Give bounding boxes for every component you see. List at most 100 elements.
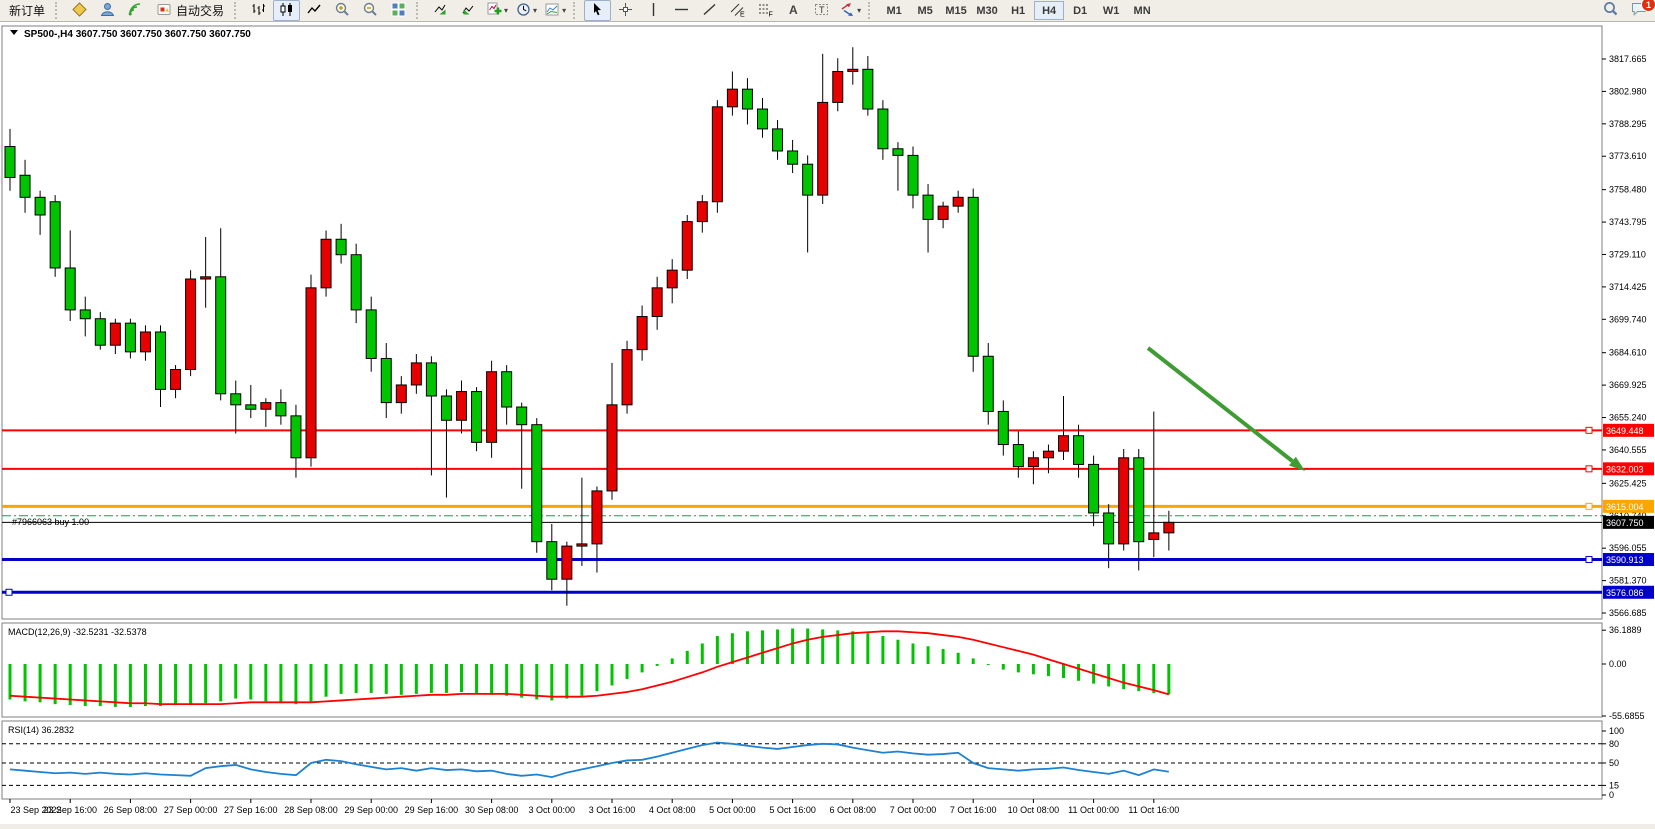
horizontal-line-icon: [673, 1, 690, 21]
chevron-down-icon: ▾: [857, 6, 862, 15]
horizontal-line-tool-button[interactable]: [668, 0, 695, 21]
vertical-line-icon: [645, 1, 662, 21]
svg-text:7 Oct 00:00: 7 Oct 00:00: [890, 805, 937, 815]
svg-text:3581.370: 3581.370: [1609, 576, 1647, 586]
svg-text:23 Sep 16:00: 23 Sep 16:00: [43, 805, 97, 815]
svg-text:11 Oct 00:00: 11 Oct 00:00: [1068, 805, 1119, 815]
fibonacci-tool-button[interactable]: F: [752, 0, 779, 21]
timeframe-mn[interactable]: MN: [1133, 4, 1151, 17]
text-a-icon: A: [785, 1, 802, 21]
text-tool-button[interactable]: A: [780, 0, 807, 21]
svg-text:15: 15: [1609, 780, 1619, 790]
svg-text:3655.240: 3655.240: [1609, 413, 1647, 423]
templates-button[interactable]: ▾: [541, 0, 569, 21]
crosshair-tool-button[interactable]: [612, 0, 639, 21]
candlestick-chart-canvas[interactable]: 3817.665 3802.980 3788.295 3773.610 3758.480…: [0, 22, 1655, 824]
svg-text:100: 100: [1609, 726, 1624, 736]
svg-text:3596.055: 3596.055: [1609, 543, 1647, 553]
trendline-tool-button[interactable]: [696, 0, 723, 21]
add-indicator-icon: [486, 1, 503, 21]
svg-text:26 Sep 08:00: 26 Sep 08:00: [104, 805, 158, 815]
arrows-icon: [839, 1, 856, 21]
svg-text:3802.980: 3802.980: [1609, 86, 1647, 96]
svg-text:#7966063 buy 1.00: #7966063 buy 1.00: [12, 517, 89, 527]
toolbar-grip[interactable]: [868, 2, 874, 19]
chevron-down-icon: ▾: [562, 6, 567, 15]
template-icon: [544, 1, 561, 21]
svg-text:3615.004: 3615.004: [1606, 502, 1644, 512]
svg-text:4 Oct 08:00: 4 Oct 08:00: [649, 805, 696, 815]
svg-text:3729.110: 3729.110: [1609, 249, 1646, 259]
timeframe-m5[interactable]: M5: [917, 4, 933, 17]
toolbar-grip[interactable]: [573, 2, 579, 19]
candlestick-chart-button[interactable]: [273, 0, 301, 21]
notifications-button[interactable]: 1: [1625, 0, 1655, 21]
trendline-icon: [701, 1, 718, 21]
metaeditor-button[interactable]: [66, 0, 93, 21]
svg-text:6 Oct 08:00: 6 Oct 08:00: [830, 805, 877, 815]
svg-text:3758.480: 3758.480: [1609, 185, 1647, 195]
periods-button[interactable]: ▾: [512, 0, 540, 21]
bar-chart-button[interactable]: [245, 0, 272, 21]
add-indicator-button[interactable]: ▾: [483, 0, 511, 21]
text-label-icon: T: [813, 1, 830, 21]
svg-text:7 Oct 16:00: 7 Oct 16:00: [950, 805, 997, 815]
clock-icon: [515, 1, 532, 21]
timeframe-m1[interactable]: M1: [886, 4, 902, 17]
svg-text:27 Sep 00:00: 27 Sep 00:00: [164, 805, 218, 815]
zoom-in-icon: [334, 1, 351, 21]
autoscroll-button[interactable]: [427, 0, 454, 21]
svg-text:3773.610: 3773.610: [1609, 151, 1647, 161]
market-button[interactable]: [94, 0, 121, 21]
candlestick-icon: [278, 1, 295, 21]
autotrading-button[interactable]: 自动交易: [150, 0, 230, 21]
svg-text:3669.925: 3669.925: [1609, 380, 1647, 390]
svg-text:11 Oct 16:00: 11 Oct 16:00: [1128, 805, 1179, 815]
svg-text:30 Sep 08:00: 30 Sep 08:00: [465, 805, 519, 815]
chart-shift-button[interactable]: [455, 0, 482, 21]
svg-text:SP500-,H4 3607.750 3607.750 3: SP500-,H4 3607.750 3607.750 3607.750 360…: [24, 29, 251, 40]
svg-text:0.00: 0.00: [1609, 659, 1627, 669]
svg-text:A: A: [789, 3, 798, 17]
signals-button[interactable]: [122, 0, 149, 21]
svg-text:3788.295: 3788.295: [1609, 119, 1647, 129]
timeframe-m15[interactable]: M15: [945, 4, 967, 17]
timeframe-h1[interactable]: H1: [1011, 4, 1026, 17]
svg-text:3714.425: 3714.425: [1609, 282, 1647, 292]
vertical-line-tool-button[interactable]: [640, 0, 667, 21]
timeframe-w1[interactable]: W1: [1102, 4, 1120, 17]
tile-windows-icon: [390, 1, 407, 21]
svg-text:3566.685: 3566.685: [1609, 608, 1647, 618]
autotrading-icon: [156, 1, 173, 21]
search-button[interactable]: [1597, 0, 1624, 21]
timeframe-m30[interactable]: M30: [976, 4, 998, 17]
arrows-tool-button[interactable]: ▾: [836, 0, 864, 21]
svg-text:T: T: [819, 5, 825, 15]
svg-text:F: F: [769, 11, 773, 18]
svg-text:28 Sep 08:00: 28 Sep 08:00: [284, 805, 338, 815]
line-chart-icon: [306, 1, 323, 21]
line-chart-button[interactable]: [301, 0, 328, 21]
timeframe-h4[interactable]: H4: [1034, 1, 1065, 20]
new-order-label: 新订单: [9, 4, 46, 18]
fibonacci-icon: F: [757, 1, 774, 21]
text-label-tool-button[interactable]: T: [808, 0, 835, 21]
toolbar-grip[interactable]: [234, 2, 240, 19]
tile-windows-button[interactable]: [385, 0, 412, 21]
svg-text:3625.425: 3625.425: [1609, 478, 1647, 488]
cursor-tool-button[interactable]: [584, 0, 612, 21]
chevron-down-icon: ▾: [533, 6, 538, 15]
timeframe-d1[interactable]: D1: [1073, 4, 1088, 17]
toolbar-grip[interactable]: [416, 2, 422, 19]
new-order-button[interactable]: 新订单: [3, 0, 51, 21]
zoom-out-button[interactable]: [357, 0, 384, 21]
channel-tool-button[interactable]: E: [724, 0, 751, 21]
svg-text:3 Oct 16:00: 3 Oct 16:00: [589, 805, 636, 815]
svg-text:27 Sep 16:00: 27 Sep 16:00: [224, 805, 278, 815]
toolbar-grip[interactable]: [55, 2, 61, 19]
broadcast-icon: [127, 1, 144, 21]
autoscroll-icon: [432, 1, 449, 21]
zoom-in-button[interactable]: [329, 0, 356, 21]
equidistant-channel-icon: E: [729, 1, 746, 21]
person-icon: [99, 1, 116, 21]
